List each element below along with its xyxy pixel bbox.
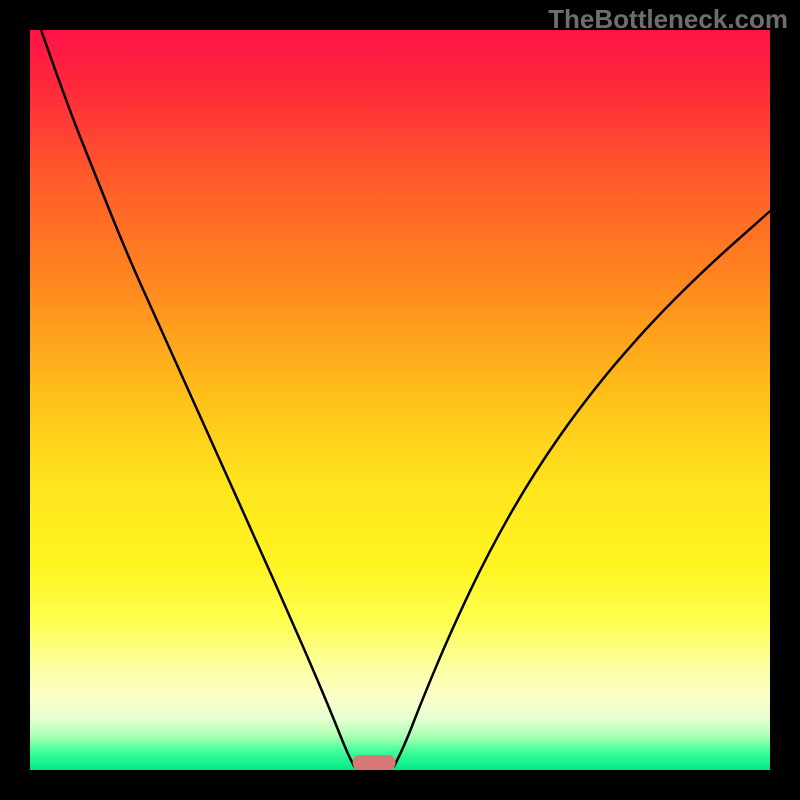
bottleneck-marker	[353, 755, 396, 770]
chart-container: TheBottleneck.com	[0, 0, 800, 800]
chart-svg	[0, 0, 800, 800]
plot-area	[30, 30, 770, 770]
